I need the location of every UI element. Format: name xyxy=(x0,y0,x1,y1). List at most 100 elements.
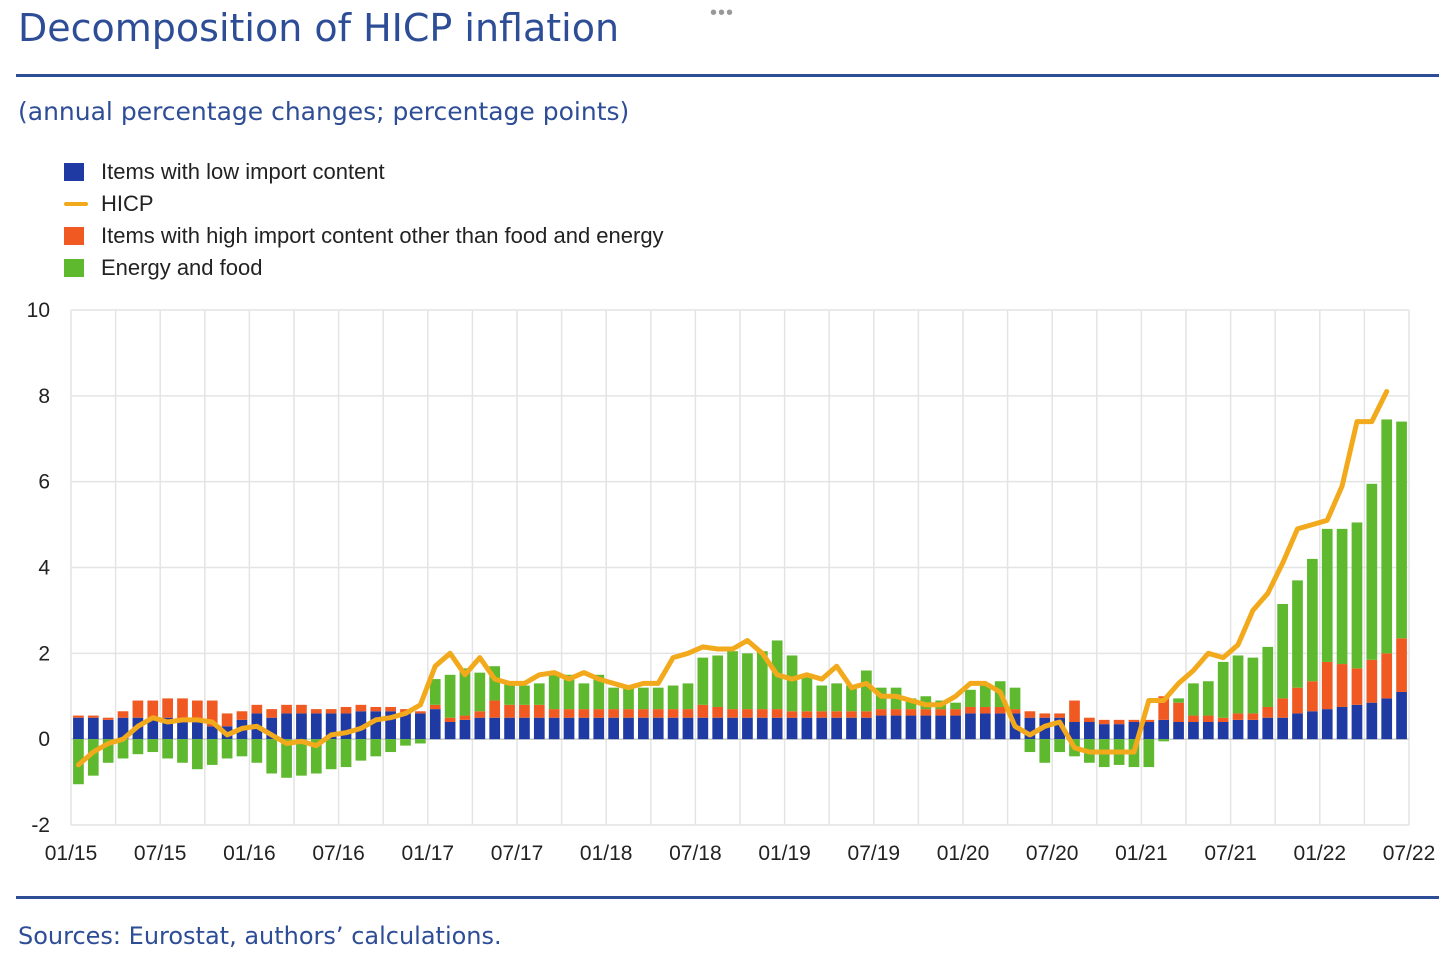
bar-low-import xyxy=(608,717,619,740)
hicp-line xyxy=(75,389,1390,768)
bar-high-import xyxy=(1217,717,1229,722)
bar-high-import xyxy=(1039,713,1051,718)
chart-source-note: Sources: Eurostat, authors’ calculations… xyxy=(18,922,502,950)
legend-label-energy-food: Energy and food xyxy=(101,255,263,280)
bar-low-import xyxy=(593,717,605,740)
x-tick-label: 01/16 xyxy=(223,842,276,865)
x-tick-label: 01/18 xyxy=(580,842,633,865)
bar-low-import xyxy=(875,715,887,740)
bar-energy-food xyxy=(296,739,307,776)
bar-energy-food xyxy=(340,739,352,768)
bar-high-import xyxy=(429,704,441,710)
axis-labels: -2 0 2 4 6 8 10 01/15 07/15 01/16 07/16 01/17 07/17 0… xyxy=(27,299,1436,865)
bar-energy-food xyxy=(712,655,724,707)
bar-high-import xyxy=(712,706,724,718)
bar-energy-food xyxy=(1024,739,1036,753)
bar-energy-food xyxy=(355,739,367,761)
bar-high-import xyxy=(1381,653,1393,699)
more-options-icon[interactable]: ••• xyxy=(710,2,735,24)
bar-low-import xyxy=(578,717,590,740)
bar-energy-food xyxy=(310,739,322,774)
bar-high-import xyxy=(192,700,203,722)
bar-high-import xyxy=(920,709,932,716)
chart-subtitle: (annual percentage changes; percentage p… xyxy=(18,97,630,126)
bar-low-import xyxy=(1262,717,1274,740)
bar-energy-food xyxy=(87,739,99,776)
bar-low-import xyxy=(1173,722,1184,740)
bar-high-import xyxy=(132,700,144,718)
bar-high-import xyxy=(608,709,619,718)
chart-title: Decomposition of HICP inflation xyxy=(18,6,620,50)
bar-low-import xyxy=(400,713,411,740)
bar-high-import xyxy=(727,709,738,718)
bar-energy-food xyxy=(1351,522,1363,669)
bar-energy-food xyxy=(221,739,233,759)
bar-high-import xyxy=(1128,719,1140,722)
bar-energy-food xyxy=(1232,655,1244,714)
bar-high-import xyxy=(548,709,560,718)
bar-energy-food xyxy=(281,739,292,778)
bar-high-import xyxy=(340,706,352,714)
x-tick-label: 01/22 xyxy=(1294,842,1347,865)
bar-energy-food xyxy=(504,683,515,705)
bar-high-import xyxy=(310,709,322,714)
bar-low-import xyxy=(1188,722,1199,740)
bar-high-import xyxy=(162,698,173,718)
bar-energy-food xyxy=(1188,683,1199,716)
bar-energy-food xyxy=(623,687,634,710)
legend-item-energy-food: Energy and food xyxy=(64,252,664,284)
legend-swatch-hicp xyxy=(64,202,88,206)
bar-low-import xyxy=(162,717,173,740)
bar-energy-food xyxy=(1381,419,1393,654)
bar-energy-food xyxy=(1307,558,1318,682)
bar-high-import xyxy=(385,706,396,712)
x-tick-label: 01/15 xyxy=(45,842,98,865)
bar-high-import xyxy=(266,709,278,718)
x-tick-label: 07/15 xyxy=(134,842,187,865)
bar-energy-food xyxy=(1054,739,1065,753)
bar-energy-food xyxy=(400,739,411,746)
bar-high-import xyxy=(296,704,307,714)
bar-low-import xyxy=(1069,722,1080,740)
bar-low-import xyxy=(519,717,530,740)
bar-high-import xyxy=(1366,659,1378,703)
bar-low-import xyxy=(920,715,932,740)
bar-high-import xyxy=(177,698,188,722)
bar-low-import xyxy=(935,715,947,740)
bar-low-import xyxy=(861,717,872,740)
bar-high-import xyxy=(206,700,218,727)
bar-energy-food xyxy=(861,670,872,712)
bar-low-import xyxy=(1202,722,1214,740)
bottom-divider xyxy=(16,896,1439,899)
bar-energy-food xyxy=(652,687,664,710)
bar-low-import xyxy=(979,713,991,740)
bar-low-import xyxy=(1247,719,1259,740)
x-tick-label: 07/16 xyxy=(312,842,365,865)
bar-energy-food xyxy=(1202,681,1214,716)
bar-high-import xyxy=(236,711,248,720)
bar-high-import xyxy=(846,711,857,718)
x-tick-label: 07/18 xyxy=(669,842,722,865)
bar-low-import xyxy=(667,717,679,740)
bar-low-import xyxy=(890,715,902,740)
bar-low-import xyxy=(1396,691,1407,740)
bar-energy-food xyxy=(117,739,129,759)
bar-high-import xyxy=(771,709,783,718)
bar-energy-food xyxy=(756,651,768,710)
bar-energy-food xyxy=(801,676,813,712)
bar-high-import xyxy=(1084,717,1095,722)
y-tick-label: 6 xyxy=(38,471,50,494)
x-tick-label: 07/20 xyxy=(1026,842,1079,865)
bar-high-import xyxy=(489,700,501,718)
bar-high-import xyxy=(325,709,337,714)
bar-low-import xyxy=(533,717,545,740)
bar-low-import xyxy=(102,719,114,740)
bar-high-import xyxy=(1202,715,1214,722)
bar-energy-food xyxy=(1173,698,1184,703)
x-tick-label: 07/17 xyxy=(491,842,544,865)
bar-high-import xyxy=(742,709,753,718)
bar-low-import xyxy=(415,713,426,740)
bar-low-import xyxy=(801,717,813,740)
bar-energy-food xyxy=(816,685,828,712)
bar-low-import xyxy=(474,717,486,740)
